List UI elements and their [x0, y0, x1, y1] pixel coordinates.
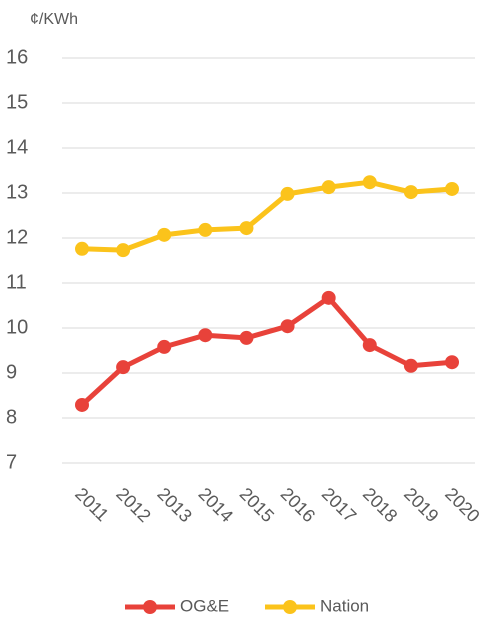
x-tick-label: 2019 [400, 484, 442, 526]
point [239, 221, 254, 236]
x-tick-label: 2018 [359, 484, 401, 526]
y-tick-label: 8 [6, 406, 17, 428]
point [321, 180, 336, 195]
x-tick-label: 2015 [236, 484, 278, 526]
series-line [81, 179, 453, 253]
point [362, 338, 377, 353]
point [280, 186, 295, 201]
point [239, 330, 254, 345]
y-tick-label: 7 [6, 451, 17, 473]
point [157, 339, 172, 354]
point [198, 222, 213, 237]
point [445, 355, 459, 370]
point [321, 290, 336, 305]
x-tick-label: 2011 [71, 484, 113, 526]
point [75, 397, 89, 412]
legend-label: Nation [320, 596, 369, 615]
point [116, 360, 131, 375]
point [362, 175, 377, 190]
point [198, 328, 213, 343]
point [157, 227, 172, 242]
x-tick-label: 2012 [112, 484, 154, 526]
point [116, 243, 131, 258]
legend-marker [143, 600, 157, 614]
point [75, 241, 89, 256]
series-line [80, 295, 453, 407]
y-tick-label: 14 [6, 136, 28, 158]
x-tick-label: 2016 [277, 484, 319, 526]
y-tick-label: 13 [6, 181, 28, 203]
y-tick-label: 11 [6, 271, 27, 293]
x-tick-label: 2020 [441, 484, 483, 526]
legend-marker [283, 600, 297, 614]
legend-label: OG&E [180, 596, 229, 615]
point [445, 181, 459, 196]
x-tick-label: 2013 [153, 484, 195, 526]
x-tick-label: 2014 [195, 484, 237, 526]
y-tick-label: 10 [6, 316, 28, 338]
x-tick-label: 2017 [318, 484, 360, 526]
y-tick-label: 16 [6, 46, 28, 68]
y-tick-label: 9 [6, 361, 17, 383]
point [280, 319, 295, 334]
y-tick-label: 12 [6, 226, 28, 248]
y-tick-label: 15 [6, 91, 28, 113]
y-axis-label: ¢/KWh [30, 11, 78, 28]
point [403, 185, 418, 200]
point [403, 358, 418, 373]
